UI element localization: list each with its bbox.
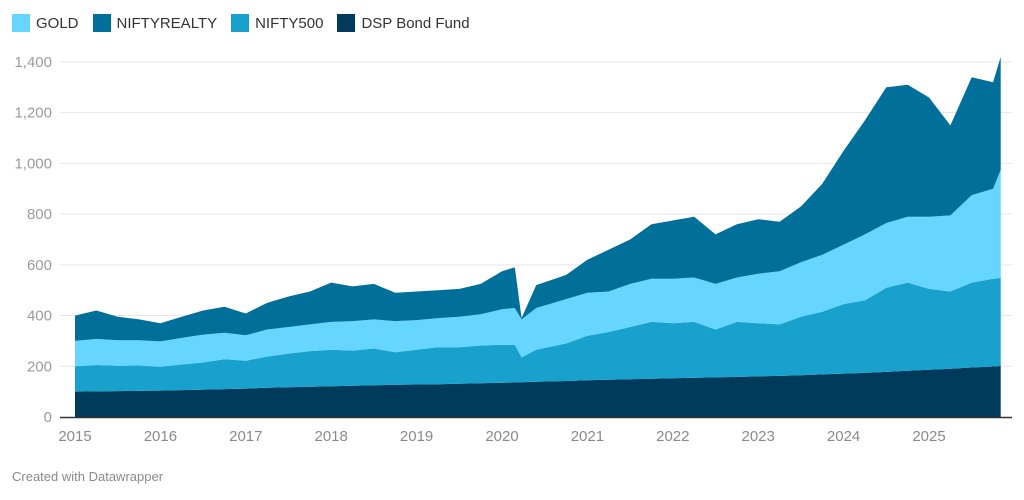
chart-legend: GOLD NIFTYREALTY NIFTY500 DSP Bond Fund [12,14,484,32]
y-tick-label: 600 [27,257,52,274]
legend-item-gold: GOLD [12,14,79,32]
area-nifty500 [75,278,1001,392]
legend-swatch-nifty500 [231,14,250,32]
area-niftyrealty [75,56,1001,342]
legend-swatch-niftyrealty [92,14,111,32]
legend-label-dsp-bond-fund: DSP Bond Fund [361,14,470,32]
x-tick-label: 2016 [144,428,177,445]
y-tick-label: 1,000 [14,155,52,172]
axes: 0 200 400 600 800 1,000 1,200 1,400 2015 2016 2017… [14,54,1012,445]
legend-item-niftyrealty: NIFTYREALTY [92,14,218,32]
x-tick-label: 2018 [315,428,348,445]
legend-label-niftyrealty: NIFTYREALTY [116,14,218,32]
x-tick-label: 2024 [827,428,860,445]
y-tick-label: 400 [27,308,52,325]
area-dsp-bond-fund [75,366,1001,417]
y-tick-label: 0 [44,409,52,426]
y-tick-label: 1,400 [14,54,52,71]
area-gold [75,169,1001,367]
y-tick-label: 800 [27,206,52,223]
legend-label-gold: GOLD [36,14,79,32]
x-tick-label: 2023 [742,428,775,445]
x-tick-label: 2015 [58,428,91,445]
credit-text: Created with Datawrapper [12,469,164,484]
x-tick-label: 2022 [656,428,689,445]
x-tick-label: 2025 [912,428,945,445]
legend-item-nifty500: NIFTY500 [231,14,323,32]
legend-swatch-dsp-bond-fund [337,14,356,32]
area-layers [75,56,1001,417]
x-tick-label: 2019 [400,428,433,445]
x-tick-label: 2017 [229,428,262,445]
y-tick-label: 1,200 [14,105,52,122]
y-tick-label: 200 [27,358,52,375]
legend-item-dsp-bond-fund: DSP Bond Fund [337,14,470,32]
x-tick-label: 2021 [571,428,604,445]
legend-label-nifty500: NIFTY500 [255,14,324,32]
legend-swatch-gold [12,14,30,32]
x-tick-label: 2020 [485,428,518,445]
